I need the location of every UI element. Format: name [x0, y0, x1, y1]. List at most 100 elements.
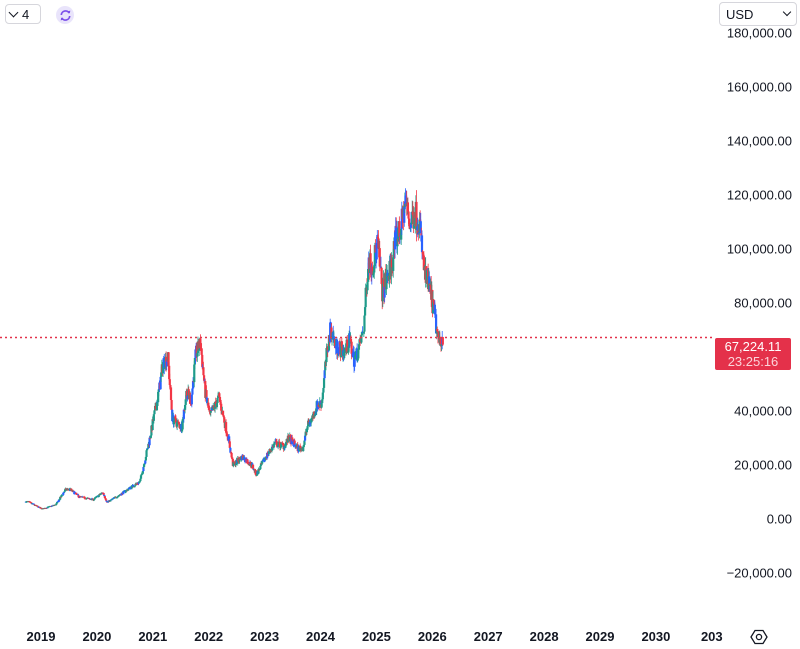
- candle-body: [356, 348, 359, 361]
- candle-body: [172, 415, 175, 425]
- candle-body: [92, 498, 95, 501]
- candle-body: [409, 227, 412, 229]
- candle-body: [425, 269, 428, 281]
- candle-body: [371, 274, 375, 276]
- price-axis[interactable]: 180,000.00 160,000.00 140,000.00 120,000.00…: [727, 26, 792, 581]
- time-axis[interactable]: 2019 2020 2021 2022 2023 2024 2025 2026 2027 2028…: [27, 629, 723, 644]
- candle-body: [144, 456, 148, 461]
- candle-body: [57, 499, 61, 502]
- candle-body: [313, 414, 316, 417]
- candle-body: [259, 463, 263, 466]
- candle-body: [237, 461, 241, 463]
- candle-body: [194, 349, 197, 358]
- time-tick-label: 2030: [641, 629, 670, 644]
- settings-icon[interactable]: [750, 628, 768, 646]
- candle-body: [376, 236, 380, 239]
- candle-body: [160, 372, 163, 377]
- candle-body: [398, 221, 401, 237]
- candle-body: [300, 448, 303, 451]
- candle-body: [206, 397, 209, 404]
- candle-body: [418, 219, 421, 233]
- candle-body: [419, 219, 422, 222]
- chevron-down-icon: [782, 7, 792, 17]
- price-tick-label: 160,000.00: [727, 80, 792, 95]
- candle-body: [277, 441, 280, 445]
- candle-body: [356, 358, 359, 361]
- candle-body: [183, 409, 186, 411]
- candle-body: [411, 211, 414, 215]
- candle-body: [124, 491, 127, 493]
- candle-body: [305, 428, 309, 433]
- compare-refresh-button[interactable]: [56, 6, 74, 24]
- candle-body: [276, 446, 279, 448]
- candle-body: [306, 426, 309, 429]
- candle-body: [201, 354, 204, 367]
- candle-body: [200, 348, 203, 355]
- candle-body: [395, 226, 398, 228]
- candle-body: [392, 257, 395, 271]
- candle-body: [250, 463, 253, 467]
- candle-body: [432, 299, 435, 303]
- candle-body: [266, 452, 269, 459]
- candle-body: [178, 423, 181, 429]
- candle-body: [379, 266, 383, 268]
- candle-body: [372, 272, 375, 275]
- candle-body: [170, 400, 173, 410]
- candle-body: [357, 349, 360, 359]
- candle-body: [249, 461, 252, 466]
- candle-body: [61, 494, 64, 496]
- candle-body: [403, 207, 406, 223]
- candle-body: [329, 322, 332, 342]
- candle-body: [153, 410, 156, 415]
- candle-body: [33, 504, 36, 506]
- currency-label: USD: [726, 6, 754, 22]
- candle-body: [396, 238, 399, 247]
- candle-body: [163, 368, 166, 369]
- interval-button[interactable]: 4: [5, 4, 41, 24]
- candle-body: [420, 233, 423, 236]
- candle-body: [230, 452, 233, 458]
- candle-body: [130, 485, 133, 489]
- candle-body: [326, 346, 329, 352]
- candle-body: [353, 358, 356, 367]
- candle-body: [63, 489, 67, 492]
- candle-body: [127, 489, 130, 491]
- time-tick-label: 2029: [586, 629, 615, 644]
- candle-body: [411, 211, 414, 224]
- candle-body: [45, 508, 48, 510]
- candle-body: [320, 403, 323, 408]
- candle-body: [195, 345, 198, 357]
- candle-body: [362, 331, 365, 333]
- candle-body: [291, 439, 294, 442]
- candle-body: [138, 481, 141, 483]
- candle-body: [67, 489, 70, 491]
- candle-body: [327, 350, 330, 352]
- candle-body: [93, 497, 97, 499]
- candle-body: [434, 314, 438, 334]
- candle-body: [360, 332, 364, 336]
- candle-body: [247, 463, 250, 464]
- candle-body: [313, 411, 316, 417]
- candle-body: [270, 446, 274, 451]
- currency-select[interactable]: USD: [719, 2, 797, 26]
- candle-body: [202, 367, 205, 376]
- candle-body: [280, 442, 283, 448]
- candle-body: [329, 322, 332, 328]
- candle-body: [304, 431, 307, 436]
- candle-body: [319, 401, 322, 405]
- candle-body: [134, 483, 137, 486]
- candle-body: [415, 201, 418, 230]
- candle-body: [376, 236, 379, 243]
- candle-body: [226, 434, 229, 437]
- price-tick-label: 20,000.00: [734, 458, 792, 473]
- candle-body: [420, 235, 424, 253]
- candle-body: [393, 232, 397, 250]
- candle-body: [374, 245, 377, 253]
- candle-body: [222, 415, 225, 418]
- candle-body: [142, 464, 146, 467]
- candle-body: [371, 266, 374, 275]
- candle-body: [146, 448, 149, 450]
- candle-body: [351, 353, 354, 357]
- candle-body: [338, 342, 342, 345]
